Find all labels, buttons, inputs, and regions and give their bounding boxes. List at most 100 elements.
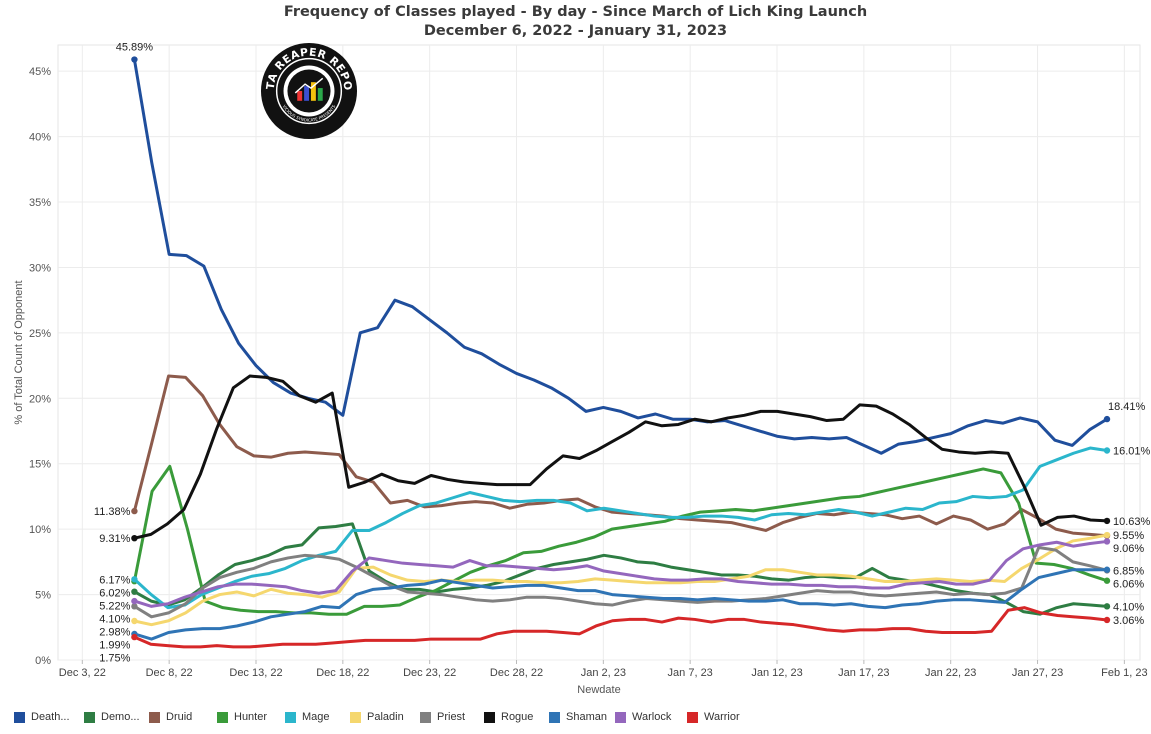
- legend-label: Shaman: [566, 711, 607, 723]
- series-line-priest: [132, 545, 1109, 619]
- y-tick-label: 40%: [29, 132, 51, 144]
- series-endpoint-dot: [1103, 447, 1111, 454]
- legend-label: Priest: [437, 711, 466, 723]
- data-label: 3.06%: [1113, 615, 1144, 627]
- series-endpoint-dot: [131, 534, 138, 542]
- legend-swatch: [84, 711, 95, 723]
- x-tick-label: Dec 8, 22: [146, 667, 193, 679]
- y-tick-label: 15%: [29, 459, 51, 471]
- series-endpoint-dot: [131, 56, 138, 63]
- y-tick-label: 35%: [29, 197, 51, 209]
- legend-swatch: [217, 711, 228, 723]
- series-endpoint-dot: [131, 633, 138, 641]
- x-tick-label: Jan 12, 23: [751, 667, 802, 679]
- x-axis-title: Newdate: [577, 684, 620, 696]
- data-label: 9.06%: [1113, 543, 1144, 555]
- legend-item-hunter[interactable]: Hunter: [217, 711, 285, 723]
- legend-label: Demo...: [101, 711, 140, 723]
- series-line-shaman: [132, 568, 1109, 641]
- data-label: 4.10%: [99, 613, 130, 625]
- series-endpoint-dot: [1103, 415, 1111, 423]
- legend-item-warrior[interactable]: Warrior: [687, 711, 757, 723]
- data-label: 6.17%: [99, 574, 130, 586]
- legend-swatch: [687, 711, 698, 723]
- x-tick-label: Dec 23, 22: [403, 667, 456, 679]
- legend-label: Death...: [31, 711, 70, 723]
- chart-title: Frequency of Classes played - By day - S…: [283, 4, 868, 20]
- legend-label: Paladin: [367, 711, 404, 723]
- data-label: 16.01%: [1113, 446, 1151, 458]
- x-tick-label: Feb 1, 23: [1101, 667, 1147, 679]
- x-tick-label: Jan 2, 23: [581, 667, 626, 679]
- series-line-paladin: [132, 533, 1109, 627]
- x-tick-label: Dec 18, 22: [316, 667, 369, 679]
- data-label: 6.85%: [1113, 565, 1144, 577]
- series-endpoint-dot: [131, 588, 138, 595]
- legend-swatch: [149, 711, 160, 723]
- chart-legend: Death... Demo... Druid Hunter Mage Paladin Pri…: [14, 708, 757, 726]
- data-label: 45.89%: [116, 42, 154, 54]
- data-label: 6.02%: [99, 587, 130, 599]
- legend-item-demo[interactable]: Demo...: [84, 711, 149, 723]
- legend-item-paladin[interactable]: Paladin: [350, 711, 420, 723]
- y-tick-label: 45%: [29, 66, 51, 78]
- legend-item-mage[interactable]: Mage: [285, 711, 350, 723]
- y-tick-label: 5%: [35, 590, 51, 602]
- legend-swatch: [615, 711, 626, 723]
- data-label: 2.98%: [99, 626, 130, 638]
- legend-item-death[interactable]: Death...: [14, 711, 84, 723]
- x-tick-label: Dec 3, 22: [59, 667, 106, 679]
- series-endpoint-dot: [131, 603, 138, 610]
- legend-swatch: [14, 711, 25, 723]
- legend-label: Warrior: [704, 711, 740, 723]
- series-line-mage: [132, 446, 1109, 610]
- legend-swatch: [285, 711, 296, 723]
- x-tick-label: Jan 27, 23: [1012, 667, 1063, 679]
- y-tick-label: 20%: [29, 393, 51, 405]
- x-tick-label: Jan 17, 23: [838, 667, 889, 679]
- x-tick-label: Dec 13, 22: [229, 667, 282, 679]
- x-tick-label: Dec 28, 22: [490, 667, 543, 679]
- series-endpoint-dot: [1103, 603, 1111, 610]
- series-endpoint-dot: [1103, 531, 1111, 539]
- legend-label: Rogue: [501, 711, 534, 723]
- series-line-demo: [132, 522, 1109, 616]
- data-label: 9.31%: [99, 533, 130, 545]
- series-endpoint-dot: [1103, 517, 1111, 525]
- y-axis-title: % of Total Count of Opponent: [13, 280, 25, 424]
- data-label: 1.99%: [99, 639, 130, 651]
- y-tick-label: 0%: [35, 655, 51, 667]
- data-label: 11.38%: [94, 506, 131, 518]
- series-endpoint-dot: [1103, 577, 1111, 584]
- legend-item-rogue[interactable]: Rogue: [484, 711, 549, 723]
- data-label: 9.55%: [1113, 530, 1144, 542]
- y-tick-label: 30%: [29, 262, 51, 274]
- series-endpoint-dot: [1103, 566, 1111, 573]
- series-endpoint-dot: [131, 576, 138, 583]
- plot-area: [57, 44, 1141, 661]
- legend-label: Hunter: [234, 711, 268, 723]
- x-tick-label: Jan 7, 23: [668, 667, 713, 679]
- data-label: 4.10%: [1113, 601, 1144, 613]
- legend-swatch: [549, 711, 560, 723]
- series-line-warrior: [132, 606, 1109, 649]
- legend-item-warlock[interactable]: Warlock: [615, 711, 687, 723]
- legend-swatch: [350, 711, 361, 723]
- legend-item-shaman[interactable]: Shaman: [549, 711, 615, 723]
- x-tick-label: Jan 22, 23: [925, 667, 976, 679]
- series-endpoint-dot: [131, 617, 138, 625]
- series-line-rogue: [132, 374, 1109, 540]
- data-label: 18.41%: [1108, 401, 1146, 413]
- legend-swatch: [420, 711, 431, 723]
- series-endpoint-dot: [131, 597, 138, 605]
- data-reaper-logo: DATA REAPER REPORT VICIOUS SYNDICATE PRE…: [260, 42, 358, 140]
- series-endpoint-dot: [1103, 616, 1111, 624]
- legend-label: Mage: [302, 711, 330, 723]
- chart-subtitle: December 6, 2022 - January 31, 2023: [423, 23, 728, 39]
- legend-item-priest[interactable]: Priest: [420, 711, 484, 723]
- legend-item-druid[interactable]: Druid: [149, 711, 217, 723]
- data-label: 6.06%: [1113, 578, 1144, 590]
- legend-label: Druid: [166, 711, 193, 723]
- y-tick-label: 10%: [29, 524, 51, 536]
